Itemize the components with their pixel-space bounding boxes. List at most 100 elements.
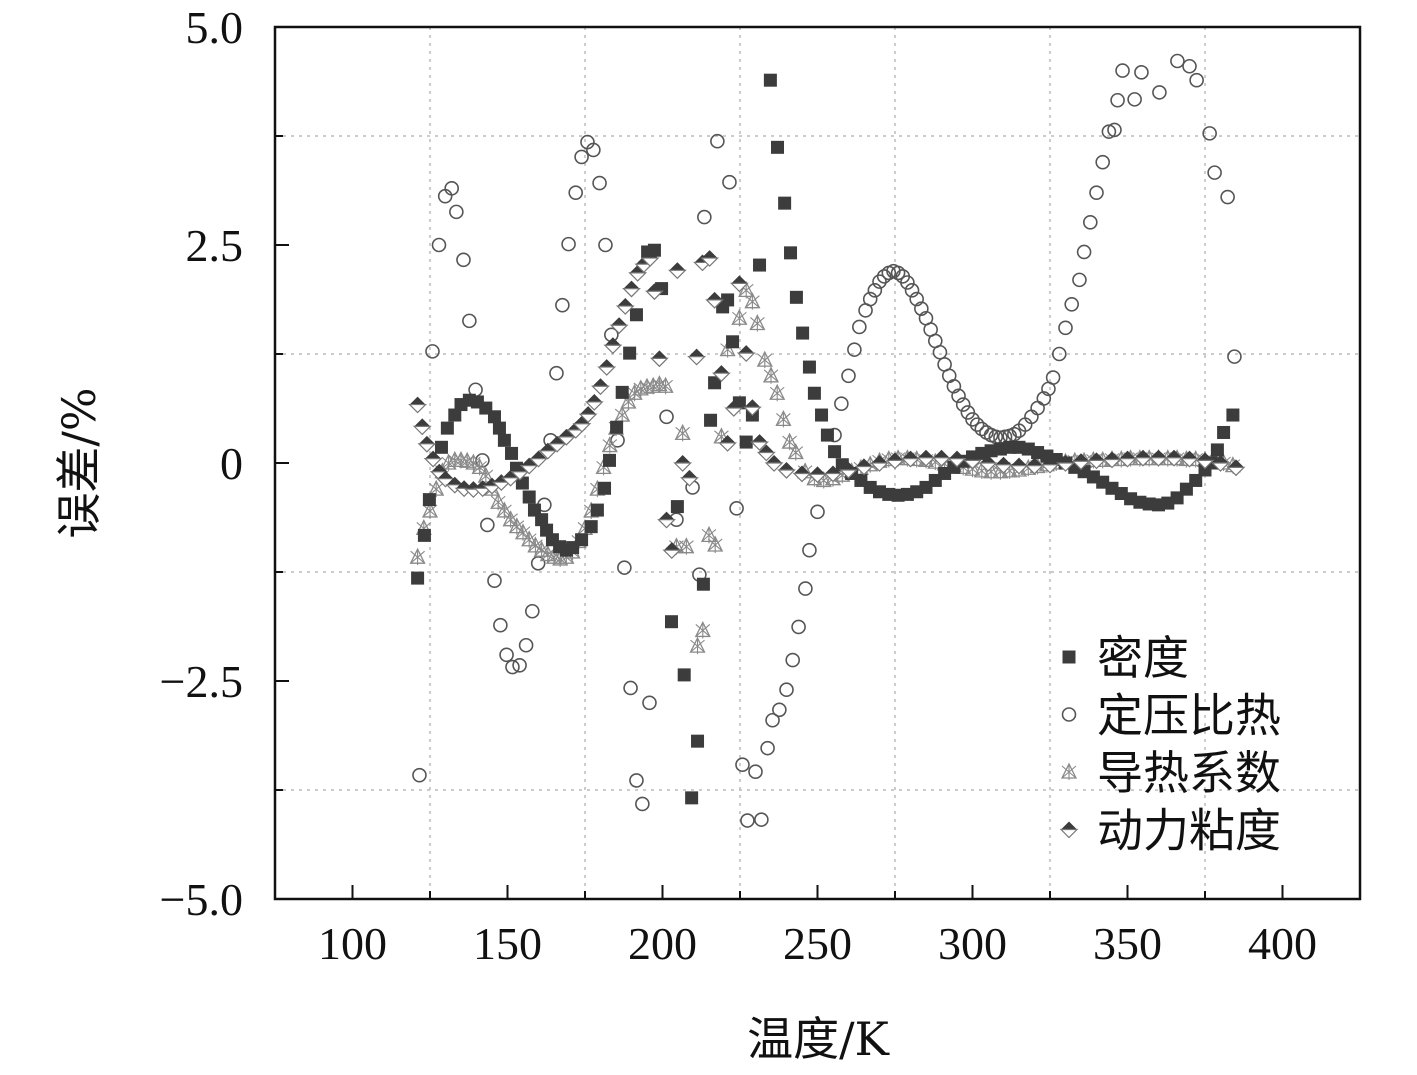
data-point [598,481,612,495]
square-marker [670,500,684,514]
data-point [965,412,980,427]
x-tick-label: 350 [1093,918,1162,969]
diamond-bottom [1056,462,1075,472]
data-point [724,400,744,417]
data-point [955,397,971,412]
diamond-bottom [667,269,687,280]
data-point [592,175,607,191]
diamond-top [1026,457,1043,466]
data-point [629,773,644,788]
square-marker [497,433,511,447]
square-marker [610,420,624,434]
diamond-top [437,470,454,479]
data-point [696,577,710,591]
data-point [657,376,674,395]
circle-marker [1170,53,1185,69]
data-point [802,360,816,374]
diamond-bottom [777,469,796,479]
circle-marker [900,275,915,290]
data-point [547,435,567,453]
diamond-top [629,264,646,273]
circle-marker [1064,296,1079,312]
circle-marker [444,181,460,196]
data-point [685,791,699,805]
diamond-top [825,465,841,474]
diamond-bottom [994,464,1013,474]
data-point [1195,452,1215,470]
diamond-top [902,450,919,459]
data-point [678,537,695,555]
data-point [740,813,755,828]
data-point [729,275,749,293]
diamond-top [964,452,981,461]
circle-marker [1076,244,1092,260]
circle-marker [740,813,755,828]
data-point [428,479,445,498]
data-point [555,297,570,313]
data-point [1180,450,1199,468]
x-tick-label: 200 [628,918,697,969]
square-marker [492,421,506,435]
diamond-top [809,466,826,475]
data-point [718,434,738,452]
data-point [760,740,775,756]
data-point [947,450,967,468]
diamond-top [611,317,628,326]
legend-label: 定压比热 [1097,689,1281,743]
cross-marker [769,385,785,402]
data-point [521,530,538,548]
diamond-bottom [978,462,998,472]
data-point [689,636,706,655]
square-marker [515,476,529,490]
square-marker [1217,425,1231,439]
circle-marker [969,417,985,432]
data-point [556,428,576,446]
circle-marker [642,695,657,711]
data-point [1071,453,1091,471]
circle-marker [710,133,725,149]
series-2 [412,53,1242,828]
diamond-top [794,465,810,474]
data-point [916,449,936,467]
data-point [1064,296,1079,312]
diamond-bottom [640,257,660,267]
circle-marker [524,603,540,619]
y-tick-label: 2.5 [186,220,244,271]
data-point [505,446,519,460]
cross-marker [602,437,618,454]
diamond-bottom [662,549,682,560]
circle-marker [659,409,674,425]
axis-ticks: 100 150 200 250 300 350 400 5.0 2.5 0 −2.5 −5.0 [160,2,1317,969]
diamond-top [1150,449,1167,458]
diamond-top [744,399,761,408]
circle-marker [1083,215,1098,230]
diamond-top [738,345,755,354]
diamond-bottom [729,282,749,293]
diamond-top [511,463,528,472]
diamond-bottom [584,401,604,411]
data-point [505,659,520,675]
data-point [1149,449,1168,467]
circle-marker [1134,65,1149,80]
square-marker [1062,650,1076,664]
square-marker [784,246,798,260]
data-point [497,433,511,447]
diamond-top [701,250,718,259]
diamond-top [663,542,680,551]
data-point [408,396,428,414]
circle-marker [754,812,769,827]
circle-marker [1220,189,1235,205]
circle-marker [1072,272,1087,288]
data-point [710,133,725,149]
data-point [909,291,925,307]
diamond-top [580,406,597,415]
data-point [614,405,631,424]
data-point [515,476,529,490]
data-point [700,250,720,267]
data-point [731,308,748,327]
data-point [756,444,776,462]
diamond-top [549,435,566,444]
circle-marker [629,773,644,788]
circle-marker [555,297,570,313]
